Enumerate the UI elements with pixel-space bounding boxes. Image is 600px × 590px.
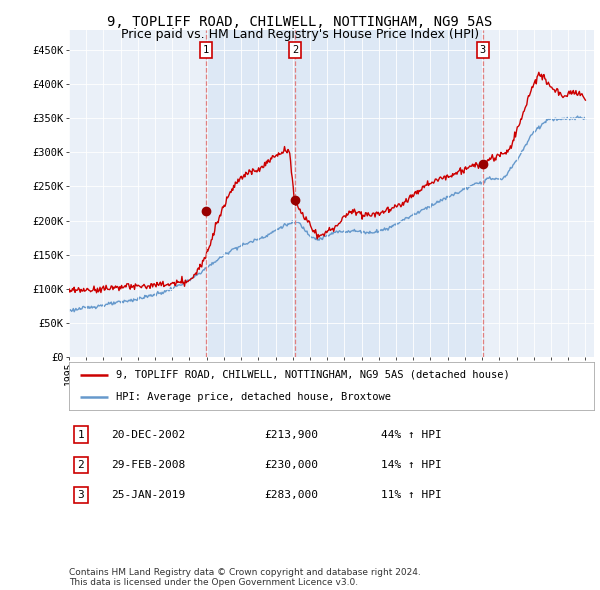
Text: 1: 1 xyxy=(77,430,85,440)
Text: 9, TOPLIFF ROAD, CHILWELL, NOTTINGHAM, NG9 5AS (detached house): 9, TOPLIFF ROAD, CHILWELL, NOTTINGHAM, N… xyxy=(116,370,510,380)
Text: 3: 3 xyxy=(480,45,486,55)
Text: 44% ↑ HPI: 44% ↑ HPI xyxy=(381,430,442,440)
Text: HPI: Average price, detached house, Broxtowe: HPI: Average price, detached house, Brox… xyxy=(116,392,391,402)
Bar xyxy=(206,30,483,357)
Text: Price paid vs. HM Land Registry's House Price Index (HPI): Price paid vs. HM Land Registry's House … xyxy=(121,28,479,41)
Text: 2: 2 xyxy=(77,460,85,470)
Text: £283,000: £283,000 xyxy=(264,490,318,500)
Text: 14% ↑ HPI: 14% ↑ HPI xyxy=(381,460,442,470)
Text: 20-DEC-2002: 20-DEC-2002 xyxy=(111,430,185,440)
Text: 3: 3 xyxy=(77,490,85,500)
Text: 11% ↑ HPI: 11% ↑ HPI xyxy=(381,490,442,500)
Text: 9, TOPLIFF ROAD, CHILWELL, NOTTINGHAM, NG9 5AS: 9, TOPLIFF ROAD, CHILWELL, NOTTINGHAM, N… xyxy=(107,15,493,29)
Text: 2: 2 xyxy=(292,45,298,55)
Text: £213,900: £213,900 xyxy=(264,430,318,440)
Text: £230,000: £230,000 xyxy=(264,460,318,470)
Text: 1: 1 xyxy=(203,45,209,55)
Text: 25-JAN-2019: 25-JAN-2019 xyxy=(111,490,185,500)
Text: Contains HM Land Registry data © Crown copyright and database right 2024.
This d: Contains HM Land Registry data © Crown c… xyxy=(69,568,421,587)
Text: 29-FEB-2008: 29-FEB-2008 xyxy=(111,460,185,470)
